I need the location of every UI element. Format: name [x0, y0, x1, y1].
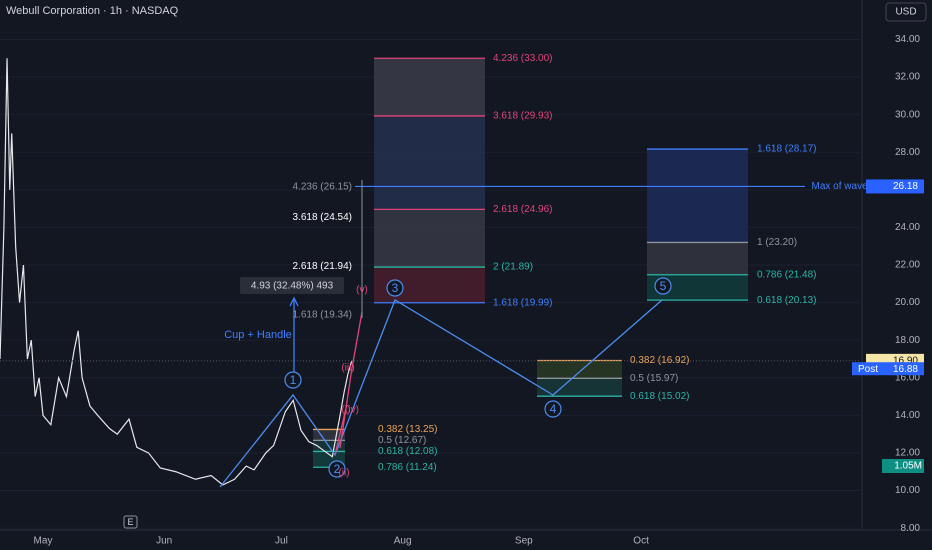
axis-tag — [866, 179, 924, 194]
wave-marker — [654, 277, 672, 295]
wave-label: 4 — [550, 402, 557, 416]
measure-label: 4.93 (32.48%) 493 — [251, 281, 334, 292]
fib-label: 1.618 (19.99) — [493, 297, 553, 308]
y-tick-label: 20.00 — [895, 297, 920, 308]
plot-layer — [0, 38, 860, 529]
wave-label: 2 — [334, 462, 341, 476]
earnings-badge-label[interactable]: E — [127, 517, 133, 527]
fib-band — [537, 360, 622, 379]
x-tick-label: Sep — [515, 536, 533, 547]
y-tick-label: 28.00 — [895, 147, 920, 158]
post-tag — [852, 362, 924, 376]
x-tick-label: May — [34, 536, 53, 547]
wave-marker — [544, 400, 562, 418]
y-tick-label: 32.00 — [895, 72, 920, 83]
fib-label: 2 (21.89) — [493, 262, 533, 273]
wave-label: 3 — [392, 281, 399, 295]
y-tick-label: 18.00 — [895, 335, 920, 346]
subwave-path — [334, 311, 363, 456]
y-tick-label: 16.00 — [895, 372, 920, 383]
fib-label: 0.382 (16.92) — [630, 355, 690, 366]
y-tick-label: 14.00 — [895, 410, 920, 421]
x-tick-label: Oct — [633, 536, 649, 547]
subwave-label: (v) — [356, 285, 368, 296]
fib-label: 0.618 (20.13) — [757, 295, 817, 306]
axis-tag-label: 26.18 — [893, 181, 918, 192]
volume-label: 1.05M — [894, 461, 922, 472]
y-tick-label: 22.00 — [895, 260, 920, 271]
fib-band — [647, 242, 748, 275]
subwave-label: (iii) — [341, 363, 354, 374]
subwave-label: (i) — [342, 405, 351, 416]
fib-band — [537, 378, 622, 397]
earnings-badge[interactable] — [123, 515, 138, 529]
currency[interactable]: USD — [895, 7, 916, 18]
max-line-label: Max of wave 3 — [812, 181, 877, 192]
x-tick-label: Aug — [394, 536, 412, 547]
fib-label: 1.618 (19.34) — [293, 310, 353, 321]
fib-label: 3.618 (29.93) — [493, 111, 553, 122]
measure-box — [240, 277, 344, 294]
fib-label: 0.618 (15.02) — [630, 391, 690, 402]
post-price: 16.88 — [893, 364, 918, 375]
fib-band — [374, 115, 485, 210]
fib-label: 0.382 (13.25) — [378, 424, 438, 435]
fib-label: 4.236 (33.00) — [493, 53, 553, 64]
y-tick-label: 10.00 — [895, 485, 920, 496]
fib-band — [647, 149, 748, 243]
wave-label: 1 — [290, 373, 297, 387]
y-tick-label: 24.00 — [895, 222, 920, 233]
fib-label: 1 (23.20) — [757, 237, 797, 248]
wave-lines — [219, 180, 663, 488]
subwave-label: (iv) — [345, 405, 359, 416]
fib-label: 0.618 (12.08) — [378, 446, 438, 457]
fib-label: 0.786 (11.24) — [378, 462, 437, 473]
fib-label: 2.618 (24.96) — [493, 204, 553, 215]
fib-label: 4.236 (26.15) — [293, 182, 353, 193]
fib-band — [374, 58, 485, 116]
wave-marker — [284, 371, 302, 389]
measure-arrow-head — [289, 296, 299, 307]
x-tick-label: Jun — [156, 536, 172, 547]
fib-band — [374, 209, 485, 268]
y-tick-label: 30.00 — [895, 109, 920, 120]
chart-title: Webull Corporation · 1h · NASDAQ — [6, 5, 179, 17]
wave-path — [219, 299, 663, 488]
wave-marker — [386, 279, 404, 297]
y-tick-label: 34.00 — [895, 34, 920, 45]
fib-label: 3.618 (24.54) — [293, 212, 353, 223]
price-line — [0, 58, 353, 486]
wave-marker — [328, 460, 346, 478]
y-tick-label: 12.00 — [895, 448, 920, 459]
fib-label: 2.618 (21.94) — [293, 261, 353, 272]
volume-tag — [882, 459, 924, 473]
fib-label: 1.618 (28.17) — [757, 144, 817, 155]
subwave-label: (ii) — [338, 468, 349, 479]
last-price-label: 16.90 — [893, 355, 918, 366]
y-tick-label: 8.00 — [901, 523, 921, 534]
pattern-label: Cup + Handle — [224, 329, 292, 341]
post-name: Post — [858, 364, 878, 375]
fib-band — [313, 429, 345, 441]
fib-label: 0.5 (15.97) — [630, 373, 678, 384]
fib-label: 0.786 (21.48) — [757, 269, 817, 280]
currency-button[interactable] — [885, 2, 927, 22]
x-tick-label: Jul — [275, 536, 288, 547]
fib-label: 0.5 (12.67) — [378, 435, 426, 446]
wave-label: 5 — [660, 279, 667, 293]
